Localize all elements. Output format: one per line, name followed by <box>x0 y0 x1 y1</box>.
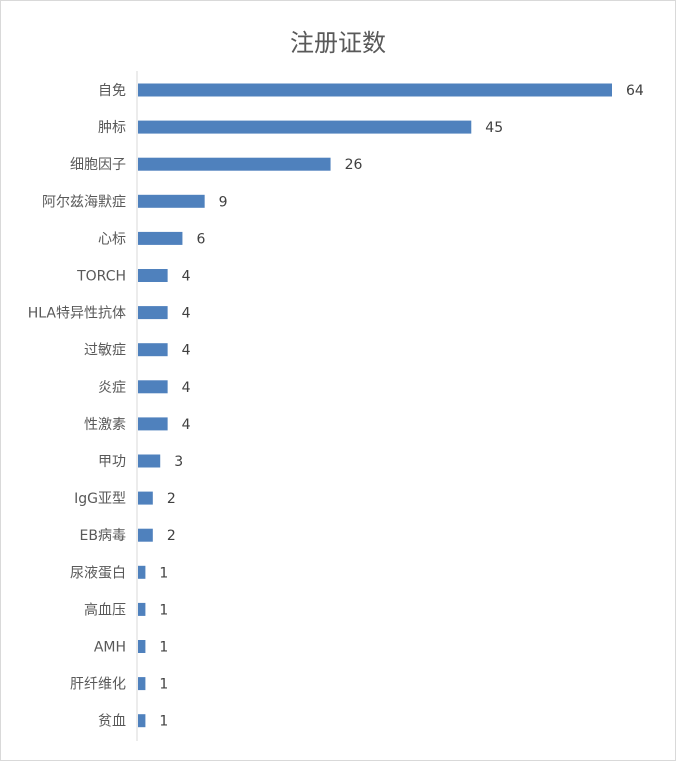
category-label: 甲功 <box>98 454 126 470</box>
category-label: 自免 <box>98 83 126 99</box>
bar <box>138 528 153 542</box>
category-label: 贫血 <box>98 714 126 730</box>
bar <box>138 491 153 505</box>
category-label: IgG亚型 <box>74 491 126 507</box>
bar <box>138 454 161 468</box>
data-label: 1 <box>159 640 168 656</box>
data-label: 4 <box>182 417 191 433</box>
category-label: 肝纤维化 <box>70 677 126 693</box>
category-label: AMH <box>94 640 126 656</box>
data-label: 3 <box>174 454 183 470</box>
category-label: HLA特异性抗体 <box>28 306 126 322</box>
bar <box>138 194 205 208</box>
category-label: 性激素 <box>84 416 126 433</box>
bar <box>138 677 146 691</box>
bar <box>138 640 146 653</box>
bar <box>138 343 168 357</box>
category-label: TORCH <box>76 269 126 285</box>
data-label: 1 <box>159 602 168 618</box>
category-label: 炎症 <box>98 380 126 396</box>
category-label: 阿尔兹海默症 <box>42 194 126 210</box>
data-label: 9 <box>219 194 228 210</box>
data-label: 1 <box>159 565 168 581</box>
category-label: 高血压 <box>84 601 126 618</box>
data-label: 4 <box>182 269 191 285</box>
data-label: 4 <box>182 343 191 359</box>
category-label: EB病毒 <box>80 528 126 544</box>
data-label: 1 <box>159 677 168 693</box>
bar <box>138 380 168 394</box>
bar <box>138 714 146 728</box>
category-label: 尿液蛋白 <box>70 565 126 581</box>
data-label: 6 <box>196 231 205 247</box>
bar <box>138 231 183 245</box>
category-label: 过敏症 <box>84 343 126 359</box>
data-label: 4 <box>182 306 191 322</box>
bar <box>138 269 168 282</box>
data-label: 2 <box>167 528 176 544</box>
category-label: 心标 <box>98 231 126 247</box>
data-label: 26 <box>345 157 363 173</box>
bar <box>138 120 472 134</box>
bar <box>138 306 168 320</box>
category-label: 肿标 <box>98 120 126 136</box>
data-label: 64 <box>626 83 644 99</box>
bar <box>138 417 168 431</box>
bar <box>138 602 146 616</box>
bar <box>138 157 331 171</box>
data-label: 2 <box>167 491 176 507</box>
chart-title: 注册证数 <box>290 29 386 57</box>
bar <box>138 565 146 579</box>
category-label: 细胞因子 <box>70 157 126 173</box>
data-label: 1 <box>159 714 168 730</box>
data-label: 45 <box>485 120 503 136</box>
data-label: 4 <box>182 380 191 396</box>
bar <box>138 83 612 97</box>
